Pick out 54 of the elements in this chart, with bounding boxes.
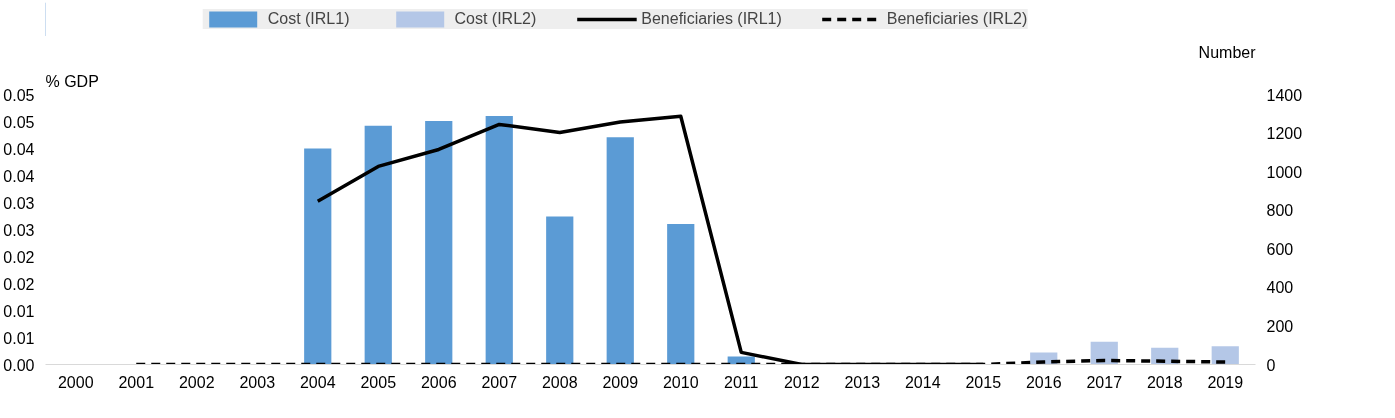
bar: [667, 224, 695, 365]
y2-tick-label: 1400: [1266, 86, 1303, 104]
y-tick-label: 0.05: [3, 86, 35, 104]
x-tick-label: 2012: [783, 373, 820, 391]
bar: [425, 120, 453, 365]
x-tick-label: 2002: [178, 373, 215, 391]
y2-axis-title: Number: [1198, 43, 1257, 61]
y2-tick-label: 0: [1266, 356, 1276, 374]
x-tick-label: 2010: [662, 373, 699, 391]
x-tick-label: 2007: [481, 373, 518, 391]
y2-tick-label: 1200: [1266, 125, 1303, 143]
legend-label: Cost (IRL1): [267, 10, 350, 28]
x-tick-label: 2014: [904, 373, 941, 391]
y-tick-label: 0.04: [3, 167, 35, 185]
bar: [364, 125, 392, 365]
legend-label: Beneficiaries (IRL1): [641, 10, 782, 28]
y-tick-label: 0.02: [3, 248, 35, 266]
x-tick-label: 2011: [724, 373, 759, 391]
x-tick-label: 2001: [118, 373, 155, 391]
y2-tick-label: 800: [1266, 202, 1294, 220]
y2-tick-label: 200: [1266, 317, 1294, 335]
x-tick-label: 2008: [541, 373, 578, 391]
y-tick-label: 0.02: [3, 275, 35, 293]
y-tick-label: 0.01: [3, 302, 35, 320]
bar: [546, 216, 574, 365]
x-tick-label: 2013: [844, 373, 881, 391]
x-tick-label: 2004: [299, 373, 336, 391]
bar: [304, 148, 332, 365]
y2-tick-label: 600: [1266, 240, 1294, 258]
x-tick-label: 2017: [1086, 373, 1123, 391]
x-tick-label: 2005: [360, 373, 397, 391]
y-tick-label: 0.04: [3, 140, 35, 158]
x-tick-label: 2019: [1207, 373, 1244, 391]
y-tick-label: 0.01: [3, 329, 35, 347]
bar: [485, 116, 513, 365]
y-tick-label: 0.03: [3, 194, 35, 212]
y2-tick-label: 1000: [1266, 163, 1303, 181]
x-tick-label: 2018: [1146, 373, 1183, 391]
x-tick-label: 2000: [57, 373, 94, 391]
y-axis-title: % GDP: [45, 72, 99, 90]
legend-label: Beneficiaries (IRL2): [886, 10, 1028, 28]
bar: [1211, 346, 1239, 365]
x-tick-label: 2006: [420, 373, 457, 391]
y2-tick-label: 400: [1266, 279, 1294, 297]
bar: [606, 137, 634, 365]
x-tick-label: 2016: [1025, 373, 1062, 391]
y-tick-label: 0.05: [3, 113, 35, 131]
x-tick-label: 2003: [239, 373, 276, 391]
legend-label: Cost (IRL2): [454, 10, 537, 28]
x-tick-label: 2015: [965, 373, 1002, 391]
bar: [727, 356, 755, 365]
y-tick-label: 0.00: [3, 356, 35, 374]
x-tick-label: 2009: [602, 373, 639, 391]
y-tick-label: 0.03: [3, 221, 35, 239]
